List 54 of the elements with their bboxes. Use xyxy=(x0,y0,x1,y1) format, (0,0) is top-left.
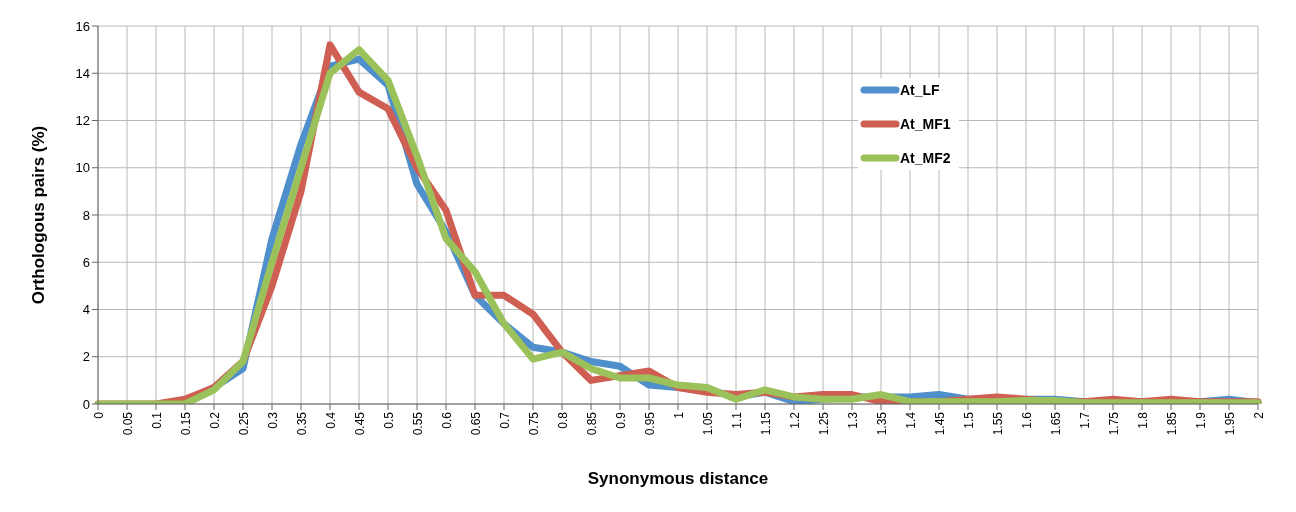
x-tick-label: 1.8 xyxy=(1135,411,1150,429)
x-tick-label: 0.3 xyxy=(265,411,280,429)
legend-label: At_MF2 xyxy=(900,150,951,166)
x-tick-label: 0.95 xyxy=(642,411,657,436)
x-tick-label: 0.1 xyxy=(149,411,164,429)
x-tick-label: 0 xyxy=(91,411,106,419)
x-tick-label: 0.6 xyxy=(439,411,454,429)
x-tick-label: 1.25 xyxy=(816,411,831,436)
x-tick-label: 1.3 xyxy=(845,411,860,429)
x-tick-label: 1.05 xyxy=(700,411,715,436)
x-axis-title: Synonymous distance xyxy=(587,469,769,488)
x-tick-label: 0.15 xyxy=(178,411,193,436)
x-tick-label: 1 xyxy=(671,411,686,419)
x-tick-label: 0.9 xyxy=(613,411,628,429)
x-tick-label: 1.35 xyxy=(874,411,889,436)
x-tick-label: 1.6 xyxy=(1019,411,1034,429)
x-tick-label: 1.4 xyxy=(903,411,918,429)
x-tick-label: 0.75 xyxy=(526,411,541,436)
x-tick-label: 0.85 xyxy=(584,411,599,436)
x-tick-label: 0.7 xyxy=(497,411,512,429)
y-axis-title: Orthologous pairs (%) xyxy=(29,125,49,305)
y-tick-label: 8 xyxy=(82,207,90,223)
x-tick-label: 1.15 xyxy=(758,411,773,436)
y-tick-label: 14 xyxy=(75,65,90,81)
y-tick-label: 6 xyxy=(82,254,90,270)
x-tick-label: 0.55 xyxy=(410,411,425,436)
x-tick-label: 1.75 xyxy=(1106,411,1121,436)
x-tick-label: 1.85 xyxy=(1164,411,1179,436)
y-tick-label: 16 xyxy=(75,18,90,34)
x-tick-label: 1.45 xyxy=(932,411,947,436)
x-tick-label: 1.5 xyxy=(961,411,976,429)
x-tick-label: 1.2 xyxy=(787,411,802,429)
y-tick-label: 4 xyxy=(82,302,90,318)
x-tick-label: 0.5 xyxy=(381,411,396,429)
x-tick-label: 0.05 xyxy=(120,411,135,436)
x-tick-label: 0.45 xyxy=(352,411,367,436)
y-tick-label: 12 xyxy=(75,113,90,129)
x-tick-label: 1.9 xyxy=(1193,411,1208,429)
x-tick-label: 0.8 xyxy=(555,411,570,429)
x-tick-label: 1.95 xyxy=(1222,411,1237,436)
x-tick-label: 1.65 xyxy=(1048,411,1063,436)
y-tick-label: 10 xyxy=(75,160,90,176)
x-tick-label: 1.55 xyxy=(990,411,1005,436)
x-tick-label: 0.25 xyxy=(236,411,251,436)
x-tick-label: 1.7 xyxy=(1077,411,1092,429)
legend-label: At_MF1 xyxy=(900,116,951,132)
x-tick-label: 0.2 xyxy=(207,411,222,429)
x-tick-label: 1.1 xyxy=(729,411,744,429)
x-tick-label: 0.65 xyxy=(468,411,483,436)
legend-label: At_LF xyxy=(900,82,940,98)
x-tick-label: 0.4 xyxy=(323,411,338,429)
x-tick-label: 0.35 xyxy=(294,411,309,436)
y-tick-label: 2 xyxy=(82,349,90,365)
x-tick-label: 2 xyxy=(1251,411,1266,419)
